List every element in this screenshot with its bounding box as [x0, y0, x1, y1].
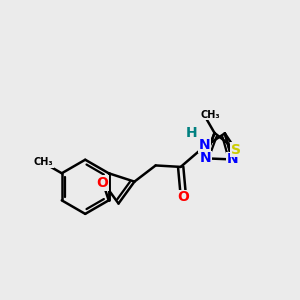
Text: CH₃: CH₃ — [34, 157, 53, 167]
Text: N: N — [226, 152, 238, 167]
Text: N: N — [198, 138, 210, 152]
Text: O: O — [177, 190, 189, 204]
Text: S: S — [231, 143, 241, 157]
Text: H: H — [186, 126, 197, 140]
Text: CH₃: CH₃ — [200, 110, 220, 120]
Text: O: O — [97, 176, 109, 190]
Text: N: N — [199, 151, 211, 165]
